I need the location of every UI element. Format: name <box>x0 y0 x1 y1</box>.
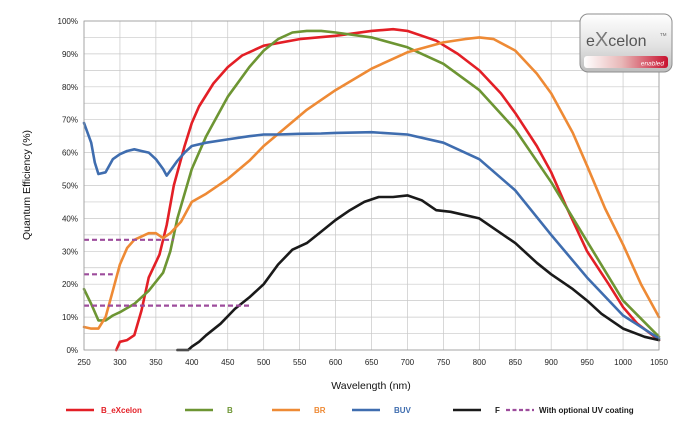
logo-wordmark: eXcelon <box>586 29 647 51</box>
logo-brand-x: X <box>595 29 608 51</box>
y-tick-labels: 0% 10% 20% 30% 40% 50% 60% 70% 80% 90% 100% <box>58 17 78 355</box>
legend-label-b: B <box>227 406 233 415</box>
series-lines <box>82 27 661 352</box>
x-tick-label: 1000 <box>614 358 632 367</box>
logo-trademark: TM <box>660 32 667 37</box>
legend: B_eXcelon B BR BUV F With optional UV coating <box>66 406 634 415</box>
x-tick-label: 300 <box>113 358 127 367</box>
excelon-logo: eXcelon TM enabled <box>579 13 673 73</box>
x-tick-label: 750 <box>437 358 451 367</box>
x-tick-label: 600 <box>329 358 343 367</box>
y-tick-label: 100% <box>58 17 78 26</box>
x-tick-label: 900 <box>545 358 559 367</box>
logo-tagline: enabled <box>641 61 665 68</box>
y-tick-label: 70% <box>62 116 78 125</box>
x-tick-label: 550 <box>293 358 307 367</box>
series-br-line <box>82 36 661 330</box>
series-b-excelon-line <box>115 27 661 352</box>
x-tick-label: 800 <box>473 358 487 367</box>
legend-label-with-optional-uv-coating: With optional UV coating <box>539 406 634 415</box>
plot-frame <box>83 20 660 351</box>
x-tick-label: 850 <box>509 358 523 367</box>
grid <box>83 20 660 351</box>
y-tick-label: 20% <box>62 280 78 289</box>
y-tick-label: 50% <box>62 182 78 191</box>
x-axis-title: Wavelength (nm) <box>331 380 411 392</box>
y-tick-label: 30% <box>62 247 78 256</box>
x-tick-label: 350 <box>149 358 163 367</box>
legend-label-b-excelon: B_eXcelon <box>101 406 142 415</box>
logo-brand-rest: celon <box>608 33 646 50</box>
y-tick-label: 90% <box>62 50 78 59</box>
y-tick-label: 40% <box>62 214 78 223</box>
x-tick-labels: 250 300 350 400 450 500 550 600 650 700 750 800 850 9… <box>77 358 668 367</box>
y-tick-label: 10% <box>62 313 78 322</box>
series-b-line <box>82 29 661 339</box>
x-tick-label: 950 <box>580 358 594 367</box>
x-tick-label: 250 <box>77 358 91 367</box>
x-tick-label: 450 <box>221 358 235 367</box>
series-buv-line <box>82 121 661 340</box>
series-f-line <box>176 194 661 352</box>
y-axis-title: Quantum Efficiency (%) <box>21 130 33 240</box>
x-tick-label: 700 <box>401 358 415 367</box>
y-tick-label: 80% <box>62 83 78 92</box>
x-tick-label: 400 <box>185 358 199 367</box>
y-tick-label: 60% <box>62 149 78 158</box>
logo-red-band <box>584 56 668 68</box>
x-tick-label: 650 <box>365 358 379 367</box>
x-tick-label: 500 <box>257 358 271 367</box>
legend-label-buv: BUV <box>394 406 412 415</box>
y-tick-label: 0% <box>66 346 78 355</box>
legend-label-f: F <box>495 406 500 415</box>
legend-label-br: BR <box>314 406 326 415</box>
x-tick-label: 1050 <box>650 358 668 367</box>
logo-brand-lower: e <box>586 33 595 50</box>
